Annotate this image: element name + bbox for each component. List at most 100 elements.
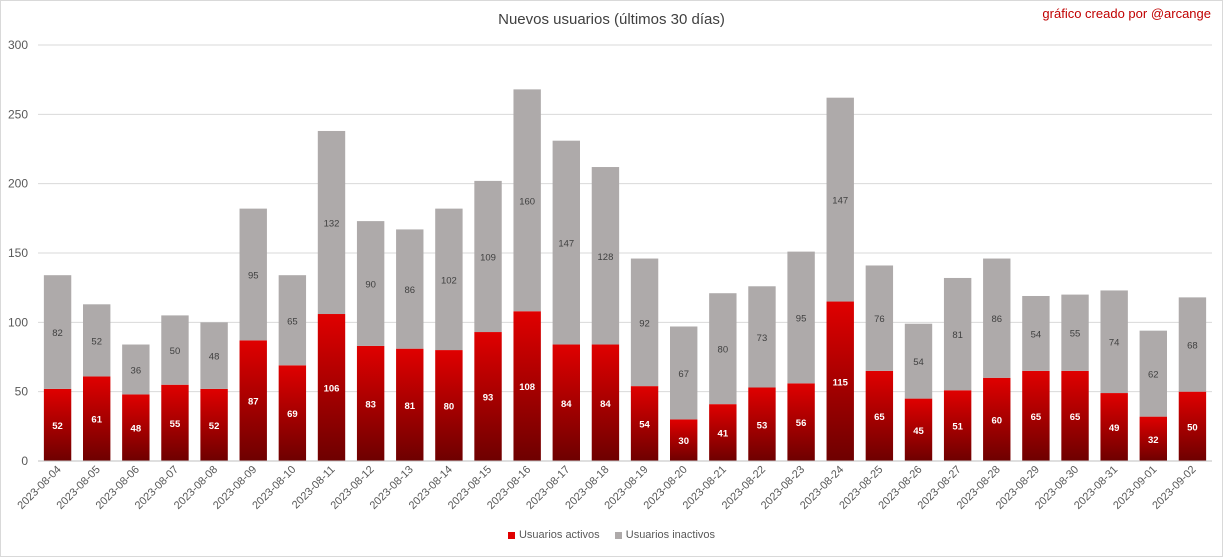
bar-activos <box>748 387 776 461</box>
data-label-activos: 65 <box>1070 412 1081 423</box>
bar-activos <box>435 350 463 461</box>
data-labels: 52 82 61 52 48 36 55 50 52 48 87 95 69 65 106 132 83 90 81… <box>52 196 1197 448</box>
bar-activos <box>1100 393 1128 461</box>
bar-activos <box>826 301 854 461</box>
bar-activos <box>317 314 346 461</box>
legend-swatch-inactivos <box>614 531 622 539</box>
bar-inactivos <box>787 251 815 384</box>
legend-item-activos: Usuarios activos <box>507 529 600 541</box>
data-label-inactivos: 67 <box>678 369 689 380</box>
data-label-activos: 50 <box>1187 422 1198 433</box>
data-label-activos: 51 <box>952 422 963 433</box>
data-label-inactivos: 86 <box>404 285 415 296</box>
bar-inactivos <box>278 275 307 366</box>
data-label-activos: 41 <box>718 429 729 440</box>
bar-activos <box>1139 416 1167 461</box>
bar-activos <box>630 386 659 461</box>
data-label-inactivos: 128 <box>598 252 614 263</box>
data-label-inactivos: 73 <box>757 333 768 344</box>
bar-inactivos <box>1022 295 1050 371</box>
data-label-inactivos: 68 <box>1187 341 1198 352</box>
data-label-inactivos: 132 <box>324 218 340 229</box>
legend-label-activos: Usuarios activos <box>518 529 600 541</box>
data-label-activos: 61 <box>91 415 102 426</box>
bar-activos <box>474 332 502 461</box>
bar-inactivos <box>1139 330 1167 417</box>
bar-inactivos <box>748 286 776 388</box>
data-label-inactivos: 109 <box>480 252 496 263</box>
bar-inactivos <box>83 304 111 377</box>
data-label-inactivos: 48 <box>209 352 220 363</box>
bar-activos <box>787 383 815 461</box>
data-label-inactivos: 86 <box>991 314 1002 325</box>
data-label-inactivos: 90 <box>365 280 376 291</box>
bar-inactivos <box>356 221 385 346</box>
bar-inactivos <box>1178 297 1207 392</box>
y-tick-label: 250 <box>8 107 28 121</box>
y-tick-label: 100 <box>8 315 28 329</box>
bar-inactivos <box>826 97 854 302</box>
legend-swatch-activos <box>507 531 515 539</box>
bar-inactivos <box>200 322 228 389</box>
bar-activos <box>591 344 620 461</box>
bar-inactivos <box>709 293 737 405</box>
bar-activos <box>1022 370 1050 461</box>
y-tick-label: 50 <box>15 385 29 399</box>
bar-activos <box>396 348 424 461</box>
bar-inactivos <box>591 167 620 345</box>
gridlines <box>38 44 1212 393</box>
bar-inactivos <box>983 258 1011 378</box>
bar-inactivos <box>865 265 894 371</box>
bar-activos <box>122 394 150 461</box>
data-label-activos: 56 <box>796 418 807 429</box>
bar-inactivos <box>552 140 580 345</box>
data-label-activos: 60 <box>991 415 1002 426</box>
data-label-inactivos: 82 <box>52 328 63 339</box>
data-label-inactivos: 36 <box>131 365 142 376</box>
bar-activos <box>200 388 228 461</box>
bar-activos <box>552 344 580 461</box>
data-label-activos: 115 <box>833 377 849 388</box>
y-tick-label: 200 <box>8 177 28 191</box>
bar-inactivos <box>122 344 150 395</box>
data-label-inactivos: 80 <box>718 345 729 356</box>
data-label-inactivos: 52 <box>91 336 102 347</box>
data-label-activos: 84 <box>561 399 572 410</box>
data-label-activos: 49 <box>1109 423 1120 434</box>
bar-inactivos <box>396 229 424 349</box>
bar-activos <box>239 340 267 461</box>
data-label-inactivos: 54 <box>913 357 924 368</box>
bar-activos <box>83 376 111 461</box>
data-label-inactivos: 102 <box>441 275 457 286</box>
data-label-inactivos: 65 <box>287 316 298 327</box>
credit-text: gráfico creado por @arcange <box>1042 6 1211 21</box>
data-label-inactivos: 92 <box>639 318 650 329</box>
data-label-inactivos: 54 <box>1031 329 1042 340</box>
data-label-activos: 54 <box>639 420 650 431</box>
data-label-activos: 30 <box>678 436 689 447</box>
data-label-activos: 106 <box>324 384 340 395</box>
bar-activos <box>43 388 72 461</box>
data-label-activos: 108 <box>519 382 535 393</box>
data-label-activos: 52 <box>209 421 220 432</box>
data-label-inactivos: 50 <box>170 346 181 357</box>
data-label-activos: 45 <box>913 426 924 437</box>
bar-inactivos <box>513 89 541 312</box>
bar-inactivos <box>435 208 463 351</box>
bar-inactivos <box>630 258 659 387</box>
bar-inactivos <box>43 275 72 389</box>
bar-inactivos <box>239 208 267 341</box>
bar-inactivos <box>943 277 972 391</box>
bar-inactivos <box>670 326 698 420</box>
data-label-activos: 93 <box>483 393 494 404</box>
data-label-activos: 52 <box>52 421 63 432</box>
data-label-activos: 69 <box>287 409 298 420</box>
bar-activos <box>904 398 933 461</box>
bar-activos <box>670 419 698 461</box>
chart-title: Nuevos usuarios (últimos 30 días) <box>498 11 725 28</box>
y-tick-label: 150 <box>8 246 28 260</box>
legend-item-inactivos: Usuarios inactivos <box>614 529 715 541</box>
bars <box>43 89 1207 461</box>
bar-activos <box>709 404 737 461</box>
